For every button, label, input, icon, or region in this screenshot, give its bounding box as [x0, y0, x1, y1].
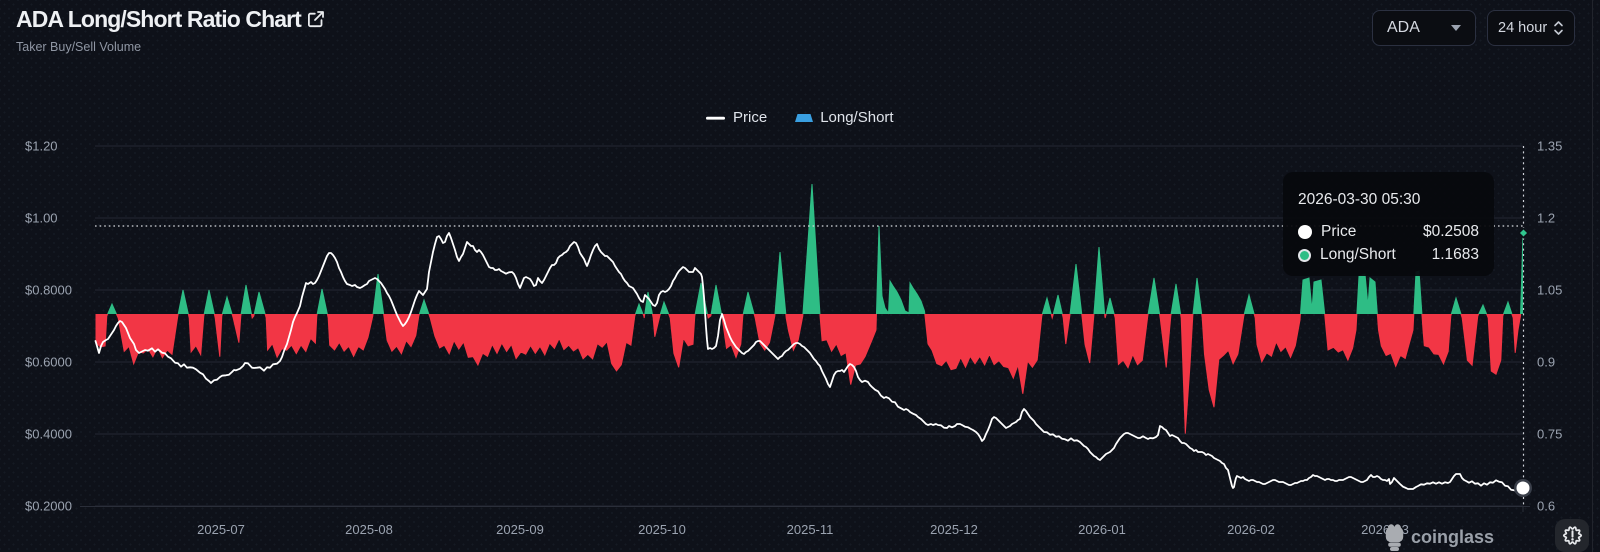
svg-text:1.35: 1.35: [1537, 139, 1562, 154]
svg-text:0.6: 0.6: [1537, 499, 1555, 514]
svg-text:$1.20: $1.20: [25, 139, 58, 154]
svg-text:2025-09: 2025-09: [496, 522, 544, 537]
svg-text:2026-02: 2026-02: [1227, 522, 1275, 537]
svg-text:2025-10: 2025-10: [638, 522, 686, 537]
svg-text:2025-11: 2025-11: [787, 522, 834, 537]
svg-text:1.2: 1.2: [1537, 211, 1555, 226]
svg-text:2025-07: 2025-07: [197, 522, 245, 537]
svg-text:$0.8000: $0.8000: [25, 283, 72, 298]
svg-text:$0.4000: $0.4000: [25, 427, 72, 442]
svg-text:0.75: 0.75: [1537, 427, 1562, 442]
svg-text:1.05: 1.05: [1537, 283, 1562, 298]
svg-text:$0.6000: $0.6000: [25, 355, 72, 370]
svg-text:$1.00: $1.00: [25, 211, 58, 226]
svg-text:2026-01: 2026-01: [1078, 522, 1126, 537]
svg-text:2025-08: 2025-08: [345, 522, 393, 537]
svg-text:0.9: 0.9: [1537, 355, 1555, 370]
svg-text:2025-12: 2025-12: [930, 522, 978, 537]
svg-text:$0.2000: $0.2000: [25, 499, 72, 514]
